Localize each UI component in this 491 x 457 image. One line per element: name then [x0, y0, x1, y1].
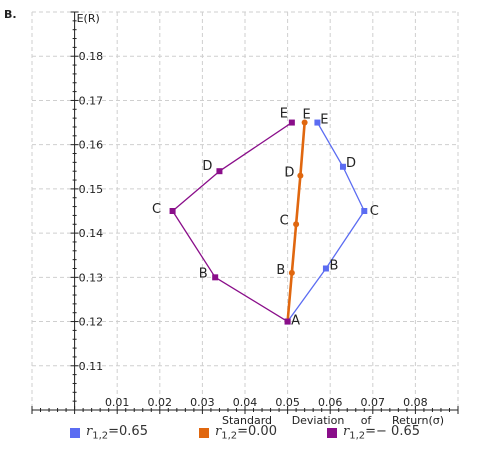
- point-label: A: [291, 314, 300, 329]
- x-axis-label-part: Deviation: [292, 414, 345, 427]
- series-point: [216, 168, 223, 175]
- series-point: [212, 274, 219, 281]
- x-tick-label: 0.07: [361, 396, 386, 409]
- x-tick-label: 0.03: [190, 396, 215, 409]
- legend-swatch-r000: [199, 427, 209, 438]
- legend: r1,2=0.65 r1,2=0.00 r1,2=− 0.65: [0, 424, 491, 454]
- series-line-2: [171, 122, 293, 323]
- legend-item-rneg065: r1,2=− 0.65: [327, 424, 420, 442]
- point-label: C: [152, 202, 161, 217]
- series-point: [314, 119, 321, 126]
- legend-label-r065: r1,2=0.65: [86, 424, 148, 442]
- point-label: C: [280, 213, 289, 228]
- y-tick-label: 0.16: [79, 139, 104, 152]
- legend-label-rneg065: r1,2=− 0.65: [343, 424, 420, 442]
- y-tick-label: 0.13: [79, 271, 104, 284]
- point-label: E: [320, 113, 328, 128]
- y-tick-label: 0.11: [79, 360, 104, 373]
- legend-item-r000: r1,2=0.00: [199, 424, 277, 442]
- series-point: [339, 163, 346, 170]
- series-point: [297, 172, 304, 179]
- x-tick-label: 0.05: [275, 396, 300, 409]
- x-tick-label: 0.04: [233, 396, 258, 409]
- y-tick-label: 0.14: [79, 227, 104, 240]
- x-tick-label: 0.02: [148, 396, 173, 409]
- point-label: E: [280, 107, 288, 122]
- x-axis-label-part: Standard: [222, 414, 272, 427]
- series-point: [361, 208, 368, 214]
- point-label: D: [284, 166, 294, 181]
- series-point: [293, 221, 300, 228]
- series-lines: [171, 122, 365, 323]
- legend-swatch-rneg065: [327, 427, 337, 438]
- y-tick-label: 0.12: [79, 316, 104, 329]
- x-axis-label-part: Return(σ): [392, 414, 444, 427]
- x-axis-label-part: of: [361, 414, 373, 427]
- series-point: [169, 208, 176, 214]
- panel-label: B.: [4, 8, 17, 21]
- series-points: [169, 119, 368, 325]
- legend-label-r000: r1,2=0.00: [215, 424, 277, 442]
- x-tick-label: 0.06: [318, 396, 343, 409]
- grid-lines: [31, 11, 459, 411]
- x-tick-label: 0.01: [105, 396, 130, 409]
- point-label: C: [370, 204, 379, 219]
- point-label: D: [346, 156, 356, 171]
- point-label: D: [202, 159, 212, 174]
- point-label: E: [303, 108, 311, 123]
- series-point: [288, 269, 295, 276]
- y-axis-label: E(R): [77, 12, 100, 25]
- series-point: [288, 119, 295, 126]
- legend-item-r065: r1,2=0.65: [70, 424, 148, 442]
- y-tick-label: 0.17: [79, 94, 104, 107]
- point-label: B: [276, 263, 285, 278]
- point-labels: B C D E A B C D E B C D E: [152, 107, 379, 329]
- legend-swatch-r065: [70, 427, 80, 438]
- axes: 0.01 0.02 0.03 0.04 0.05 0.06 0.07 0.08 0.11 0.12…: [31, 11, 459, 427]
- x-tick-label: 0.08: [403, 396, 428, 409]
- y-tick-label: 0.15: [79, 183, 104, 196]
- point-label: B: [199, 266, 208, 281]
- y-tick-label: 0.18: [79, 50, 104, 63]
- series-point: [322, 265, 329, 272]
- series-point: [301, 119, 308, 126]
- series-point: [284, 318, 291, 325]
- series-line-0: [287, 122, 365, 322]
- point-label: B: [329, 258, 338, 273]
